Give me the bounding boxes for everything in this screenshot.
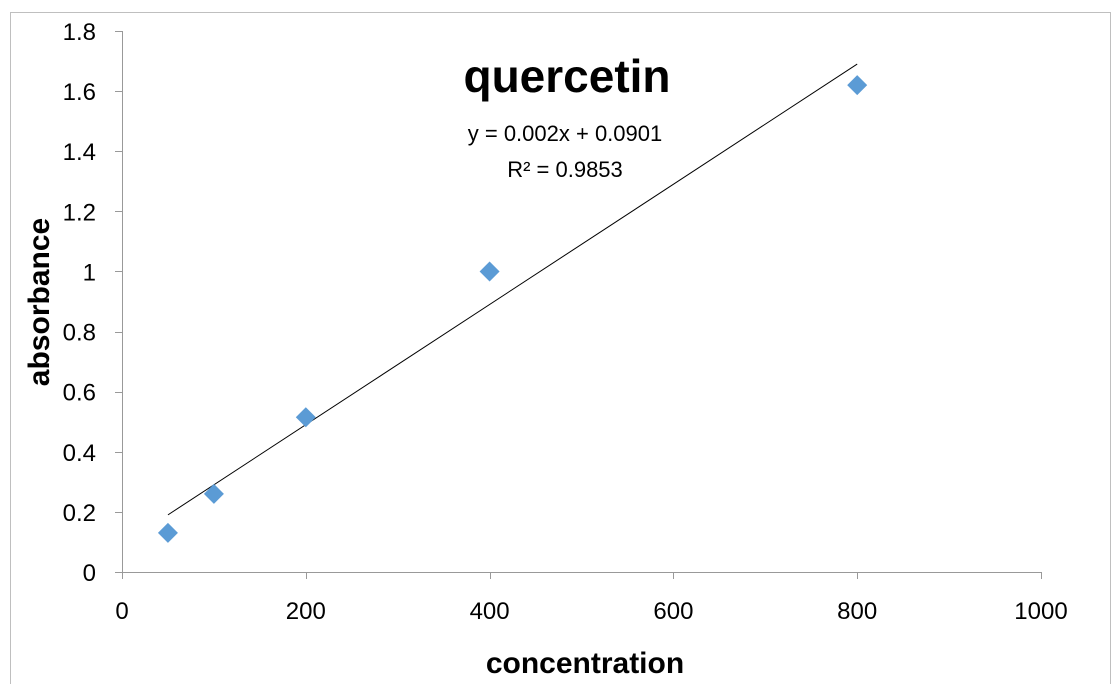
y-tick-label: 0.6: [63, 380, 96, 407]
y-tick-label: 1.8: [63, 19, 96, 46]
x-tick-label: 1000: [1014, 598, 1067, 625]
data-point-diamond: [295, 407, 316, 428]
y-tick-label: 0.4: [63, 440, 96, 467]
data-point-diamond: [203, 483, 224, 504]
x-tick-label: 200: [286, 598, 326, 625]
data-point-diamond: [847, 75, 868, 96]
x-tick-label: 600: [653, 598, 693, 625]
x-tick-label: 0: [115, 598, 128, 625]
data-points: [157, 75, 868, 543]
x-ticks: 0 200 400 600 800 1000: [115, 572, 1068, 625]
x-tick-label: 800: [837, 598, 877, 625]
data-point-diamond: [479, 261, 500, 282]
y-tick-label: 1: [83, 259, 96, 286]
y-axis-title: absorbance: [23, 218, 56, 386]
axes: [122, 31, 1041, 573]
y-ticks: 0 0.2 0.4 0.6 0.8 1 1.2 1.4 1.6 1.8: [63, 19, 122, 587]
y-tick-label: 0.8: [63, 320, 96, 347]
x-tick-label: 400: [470, 598, 510, 625]
data-point-diamond: [157, 522, 178, 543]
y-tick-label: 0.2: [63, 500, 96, 527]
trendline-equation: y = 0.002x + 0.0901: [468, 121, 663, 146]
trendline: [167, 63, 858, 516]
y-tick-label: 0: [83, 560, 96, 587]
y-tick-label: 1.6: [63, 79, 96, 106]
trendline-r-squared: R² = 0.9853: [507, 157, 623, 182]
x-axis-title: concentration: [486, 647, 684, 680]
y-tick-label: 1.2: [63, 199, 96, 226]
chart-title: quercetin: [463, 50, 670, 102]
y-tick-label: 1.4: [63, 139, 96, 166]
chart-border: [10, 12, 1111, 684]
